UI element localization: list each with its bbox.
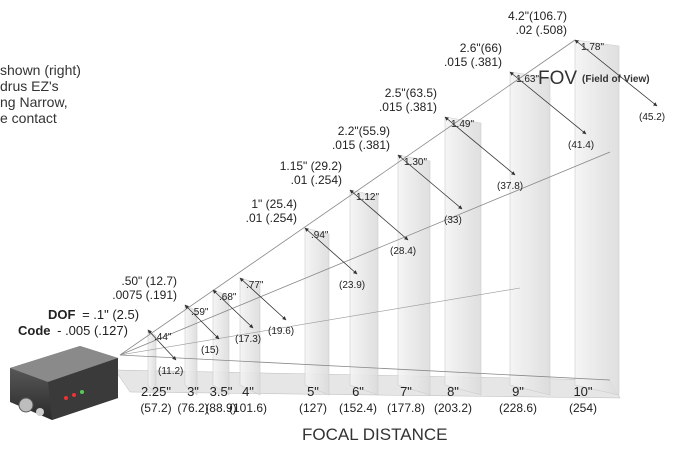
- fov-panel: [397, 154, 431, 396]
- distance-inch-label: 3": [187, 384, 199, 399]
- dof-value-label: 2.5"(63.5): [385, 86, 437, 100]
- fov-labels: .44" (11.2) .59" (15) .68" (17.3) .77" (19.6) .9…: [112, 9, 665, 415]
- distance-mm-label: (101.6): [229, 401, 267, 415]
- distance-mm-label: (57.2): [140, 401, 171, 415]
- fov-arrow: [574, 39, 658, 107]
- fov-arrow: [239, 277, 287, 321]
- fov-mm-label: (15): [201, 345, 219, 356]
- fov-arrow: [184, 304, 220, 340]
- fov-subtitle: (Field of View): [582, 74, 650, 85]
- lower-ray: [119, 354, 611, 381]
- fov-panel: [212, 289, 230, 396]
- fov-inch-label: .68": [219, 292, 237, 303]
- fov-mm-label: (37.8): [497, 181, 523, 192]
- distance-mm-label: (254): [569, 401, 597, 415]
- fov-inch-label: .94": [311, 230, 329, 241]
- fov-mm-label: (11.2): [158, 366, 183, 377]
- code-label-key: Code: [18, 323, 51, 338]
- fov-panel: [574, 39, 620, 396]
- dof-label-value: = .1" (2.5): [82, 307, 139, 322]
- focal-distance-title: FOCAL DISTANCE: [302, 425, 447, 444]
- distance-inch-label: 10": [573, 384, 592, 399]
- dof-value-label: 2.2"(55.9): [338, 124, 390, 138]
- distance-inch-label: 6": [352, 384, 364, 399]
- fov-panel: [509, 71, 551, 396]
- fov-mm-label: (19.6): [268, 326, 294, 337]
- dof-value-label: 2.6"(66): [460, 41, 502, 55]
- fov-mm-label: (33): [444, 215, 462, 226]
- fov-inch-label: .44": [154, 332, 172, 343]
- dof-value-label: .50" (12.7): [121, 274, 177, 288]
- fov-mm-label: (28.4): [390, 246, 416, 257]
- fov-inch-label: 1.30": [404, 157, 427, 168]
- distance-mm-label: (88.9): [205, 401, 236, 415]
- distance-inch-label: 7": [400, 384, 412, 399]
- code-label: Code - .005 (.127): [18, 323, 128, 338]
- distance-inch-label: 5": [307, 384, 319, 399]
- fov-panel: [349, 189, 379, 396]
- dof-value-label: 4.2"(106.7): [508, 9, 567, 23]
- code-value-label: .01 (.254): [291, 173, 342, 187]
- side-text-line: e contact: [0, 110, 57, 126]
- code-value-label: .01 (.254): [246, 211, 297, 225]
- fov-inch-label: .77": [246, 280, 264, 291]
- code-value-label: .0075 (.191): [112, 288, 177, 302]
- mid-ray: [119, 287, 521, 356]
- distance-inch-label: 3.5": [210, 384, 233, 399]
- fov-arrow: [397, 154, 463, 210]
- code-value-label: .015 (.381): [332, 138, 390, 152]
- fov-arrow: [444, 116, 516, 176]
- distance-mm-label: (177.8): [387, 401, 425, 415]
- fov-panel: [444, 116, 482, 396]
- fov-arrow: [147, 329, 177, 361]
- side-text-line: drus EZ's: [0, 78, 59, 94]
- fov-panel: [184, 304, 198, 396]
- fov-inch-label: 1.12": [356, 192, 379, 203]
- fov-mm-label: (45.2): [639, 112, 665, 123]
- dof-label: DOF = .1" (2.5): [48, 307, 139, 322]
- side-text-line: shown (right): [0, 62, 81, 78]
- fov-inch-label: .59": [191, 307, 209, 318]
- distance-mm-label: (152.4): [339, 401, 377, 415]
- fov-arrow: [509, 71, 587, 135]
- lens-icon: [18, 397, 34, 413]
- fov-inch-label: 1.78": [581, 42, 604, 53]
- distance-mm-label: (76.2): [177, 401, 208, 415]
- fov-panels: [147, 39, 620, 396]
- dof-label-key: DOF: [48, 307, 76, 322]
- fov-panel: [304, 227, 330, 396]
- fov-mm-label: (23.9): [339, 280, 365, 291]
- fov-arrow: [304, 227, 358, 275]
- distance-inch-label: 2.25": [141, 384, 171, 399]
- distance-inch-label: 4": [242, 384, 254, 399]
- fov-inch-label: 1.63": [516, 74, 539, 85]
- distance-mm-label: (203.2): [434, 401, 472, 415]
- side-text-fragment: shown (right) drus EZ's ng Narrow, e con…: [0, 62, 130, 126]
- distance-mm-label: (127): [299, 401, 327, 415]
- fov-arrow: [212, 289, 254, 329]
- code-label-value: - .005 (.127): [57, 323, 128, 338]
- fov-title: FOV: [538, 68, 577, 89]
- code-value-label: .015 (.381): [444, 55, 502, 69]
- upper-ray: [119, 39, 576, 356]
- code-value-label: .015 (.381): [379, 100, 437, 114]
- fov-mm-label: (41.4): [568, 140, 594, 151]
- side-text-line: ng Narrow,: [0, 94, 68, 110]
- fov-mm-label: (17.3): [235, 334, 261, 345]
- fov-arrow: [349, 189, 409, 241]
- fov-inch-label: 1.49": [451, 119, 474, 130]
- distance-inch-label: 9": [512, 384, 524, 399]
- dof-value-label: 1" (25.4): [251, 197, 297, 211]
- distance-mm-label: (228.6): [499, 401, 537, 415]
- scanner-camera: [10, 346, 118, 420]
- dof-value-label: 1.15" (29.2): [280, 159, 342, 173]
- distance-inch-label: 8": [447, 384, 459, 399]
- code-value-label: .02 (.508): [516, 23, 567, 37]
